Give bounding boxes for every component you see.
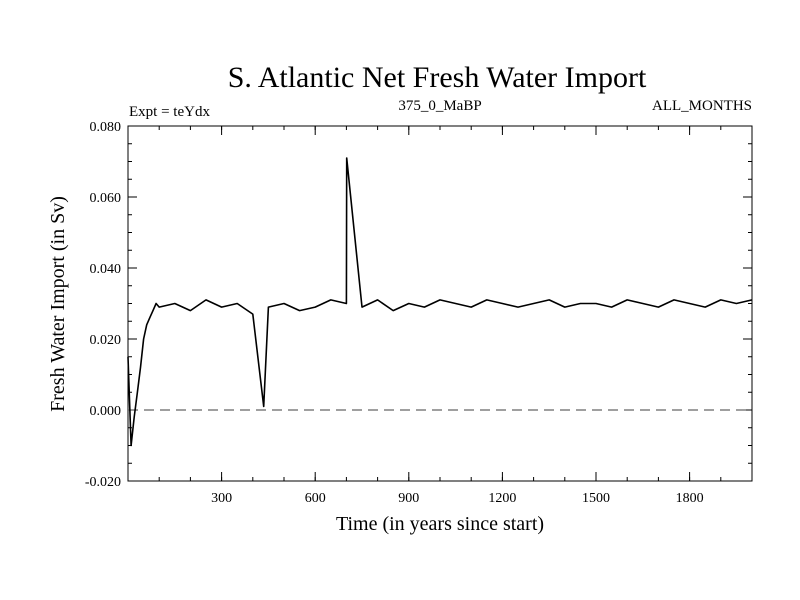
y-tick-label: -0.020 bbox=[85, 475, 121, 490]
series-layer bbox=[127, 157, 753, 447]
series-line bbox=[127, 157, 753, 447]
experiment-label: Expt = teYdx bbox=[129, 104, 210, 120]
months-label: ALL_MONTHS bbox=[652, 98, 752, 114]
y-tick-label: 0.060 bbox=[90, 191, 122, 206]
y-tick-label: 0.040 bbox=[90, 262, 122, 277]
x-axis-label: Time (in years since start) bbox=[336, 513, 544, 535]
y-axis: -0.020 0.000 0.020 0.040 0.060 0.080 bbox=[85, 120, 752, 490]
x-tick-label: 1500 bbox=[582, 491, 610, 506]
chart-title: S. Atlantic Net Fresh Water Import bbox=[228, 61, 647, 94]
x-axis: 300 600 900 1200 1500 1800 bbox=[158, 126, 722, 506]
period-label: 375_0_MaBP bbox=[398, 98, 481, 114]
y-tick-label: 0.080 bbox=[90, 120, 122, 135]
plot-frame bbox=[127, 125, 753, 482]
y-tick-label: 0.000 bbox=[90, 404, 122, 419]
x-tick-label: 1200 bbox=[488, 491, 516, 506]
x-tick-label: 600 bbox=[305, 491, 326, 506]
x-tick-label: 300 bbox=[211, 491, 232, 506]
x-tick-label: 900 bbox=[398, 491, 419, 506]
y-axis-label: Fresh Water Import (in Sv) bbox=[47, 196, 69, 412]
x-tick-label: 1800 bbox=[676, 491, 704, 506]
y-tick-label: 0.020 bbox=[90, 333, 122, 348]
